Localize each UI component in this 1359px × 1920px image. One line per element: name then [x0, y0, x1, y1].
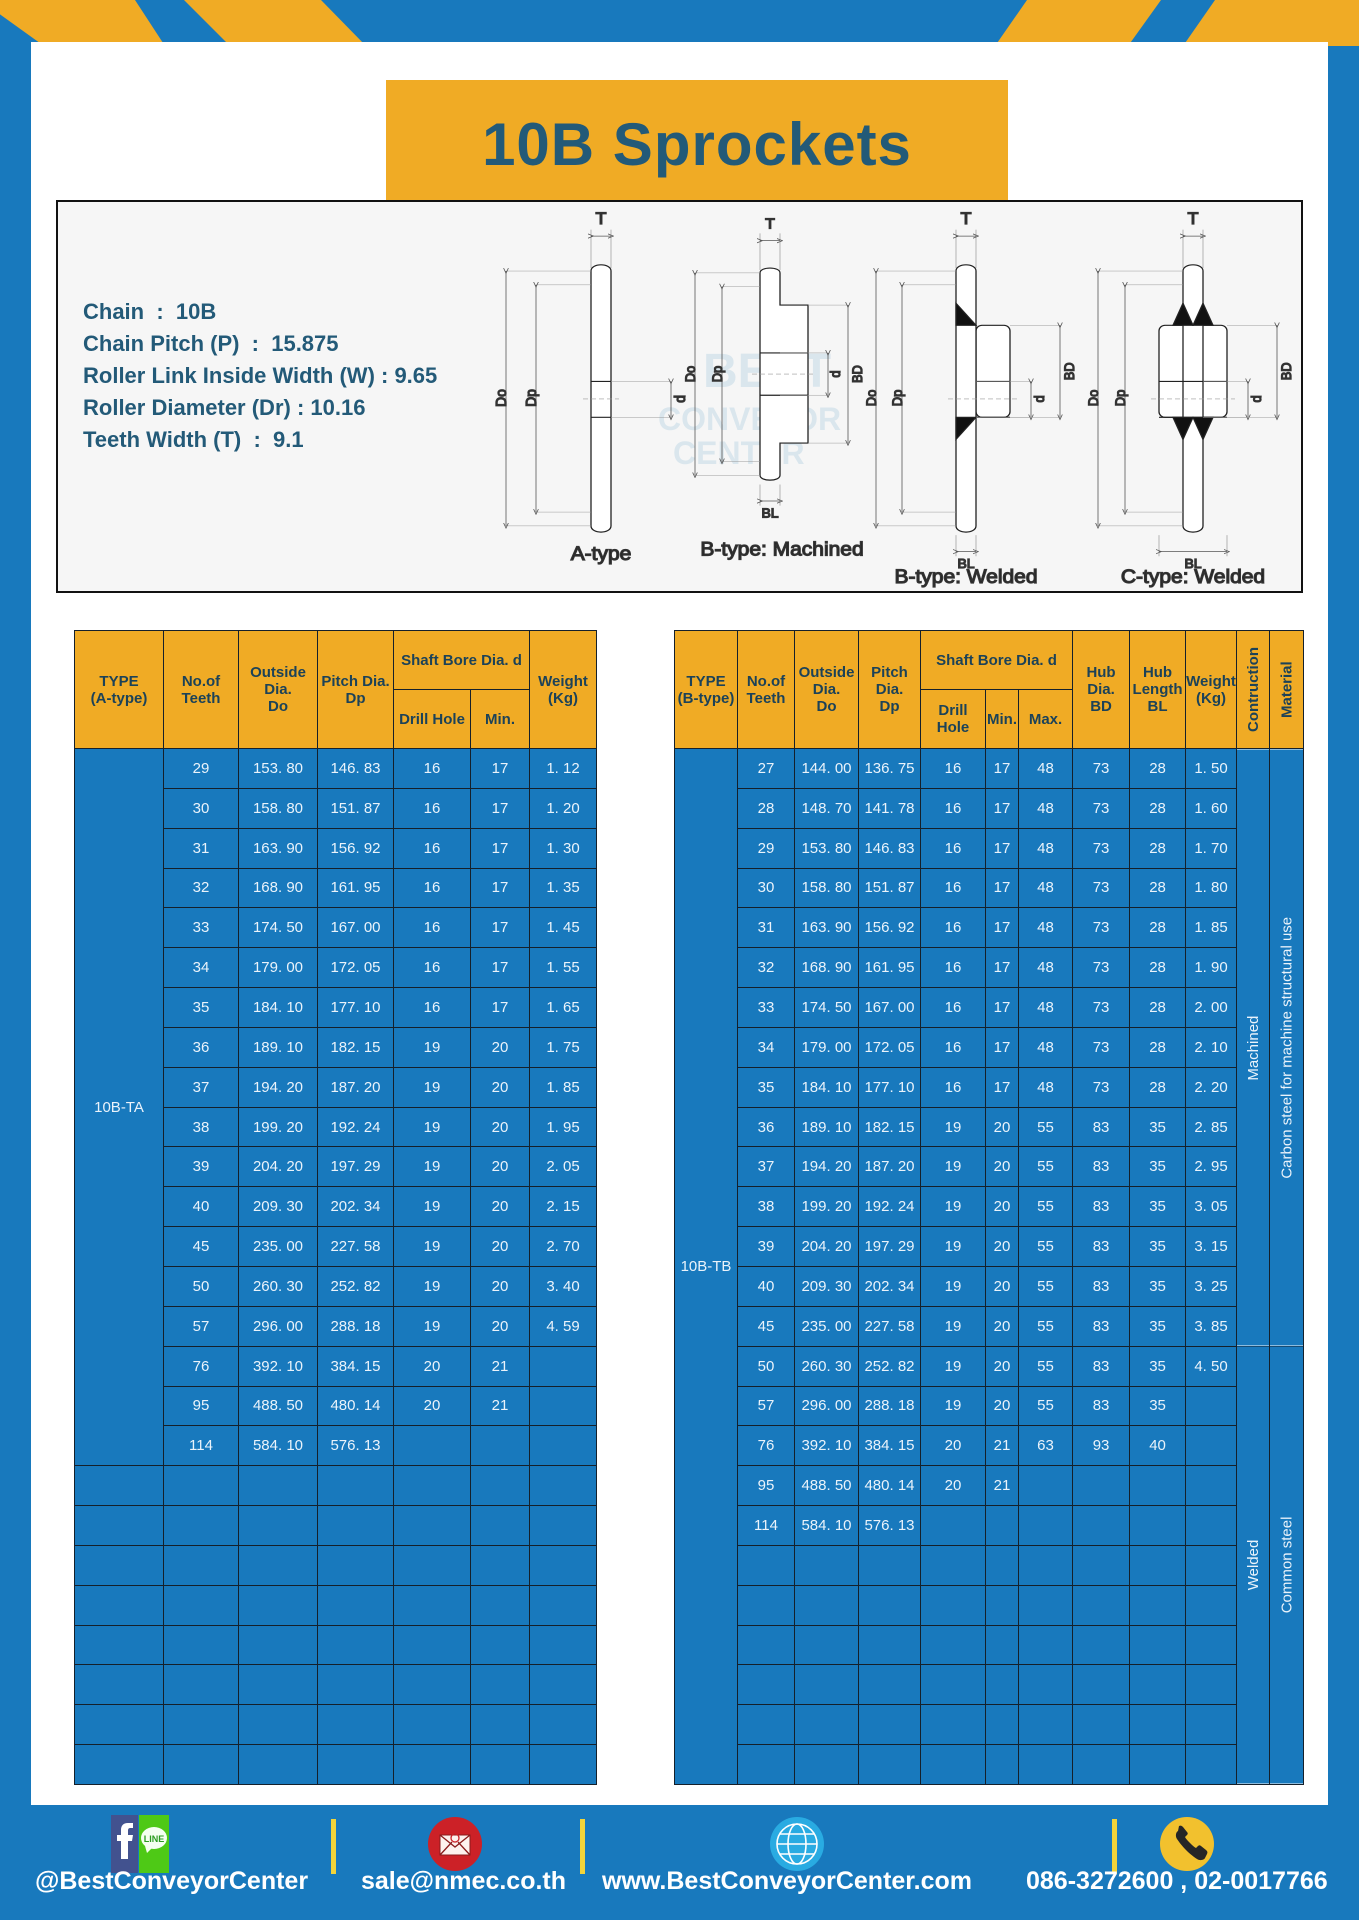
svg-text:Dp: Dp [1113, 390, 1129, 406]
svg-text:Do: Do [494, 389, 511, 407]
svg-text:B-type: Welded: B-type: Welded [894, 567, 1037, 588]
svg-text:Dp: Dp [890, 390, 906, 406]
svg-text:T: T [765, 216, 775, 232]
svg-text:BL: BL [761, 506, 779, 520]
svg-text:LINE: LINE [144, 1834, 165, 1844]
svg-text:BD: BD [1062, 362, 1078, 380]
svg-text:T: T [596, 209, 607, 228]
svg-text:A-type: A-type [571, 544, 632, 565]
svg-text:Do: Do [683, 366, 699, 382]
svg-text:Do: Do [864, 390, 880, 406]
svg-text:C-type: Welded: C-type: Welded [1121, 567, 1265, 588]
svg-text:BD: BD [1279, 362, 1295, 380]
svg-text:BD: BD [850, 365, 866, 383]
svg-text:B-type: Machined: B-type: Machined [700, 539, 863, 560]
svg-text:Do: Do [1086, 390, 1102, 406]
svg-text:d: d [673, 395, 690, 403]
svg-text:T: T [1188, 209, 1199, 228]
svg-text:d: d [1249, 395, 1265, 402]
svg-text:d: d [1032, 395, 1048, 402]
svg-text:Dp: Dp [524, 389, 541, 407]
svg-text:CONVEYOR: CONVEYOR [658, 401, 841, 437]
svg-text:Dp: Dp [710, 366, 726, 382]
svg-text:d: d [828, 370, 844, 377]
svg-text:T: T [961, 209, 972, 228]
